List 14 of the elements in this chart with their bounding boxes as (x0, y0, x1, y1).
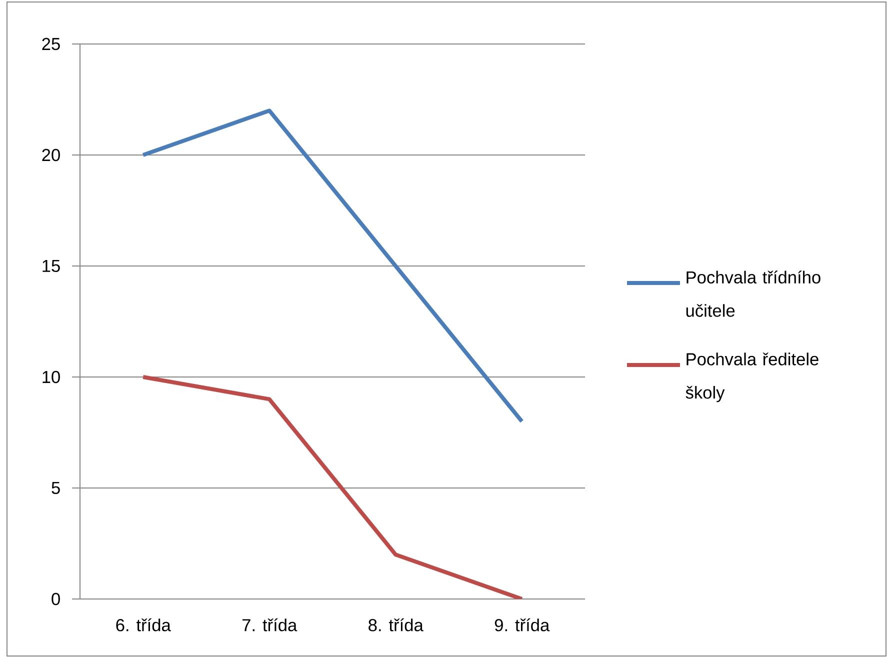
y-tick-label: 0 (52, 592, 60, 606)
y-tick-label: 15 (42, 260, 60, 272)
legend-label: Pochvala třídního učitele (686, 270, 820, 317)
y-tick-label: 25 (42, 38, 60, 50)
x-tick-label: 6. třída (116, 618, 171, 632)
legend-label: Pochvala ředitele školy (686, 352, 818, 402)
y-tick-label: 20 (42, 148, 60, 162)
y-tick-label: 5 (52, 482, 60, 494)
x-tick-label: 7. třída (242, 618, 298, 632)
x-tick-label: 9. třída (494, 618, 550, 632)
y-tick-label: 10 (42, 370, 60, 384)
x-tick-label: 8. třída (368, 618, 424, 632)
line-series (141, 108, 524, 424)
line-series (141, 375, 524, 599)
